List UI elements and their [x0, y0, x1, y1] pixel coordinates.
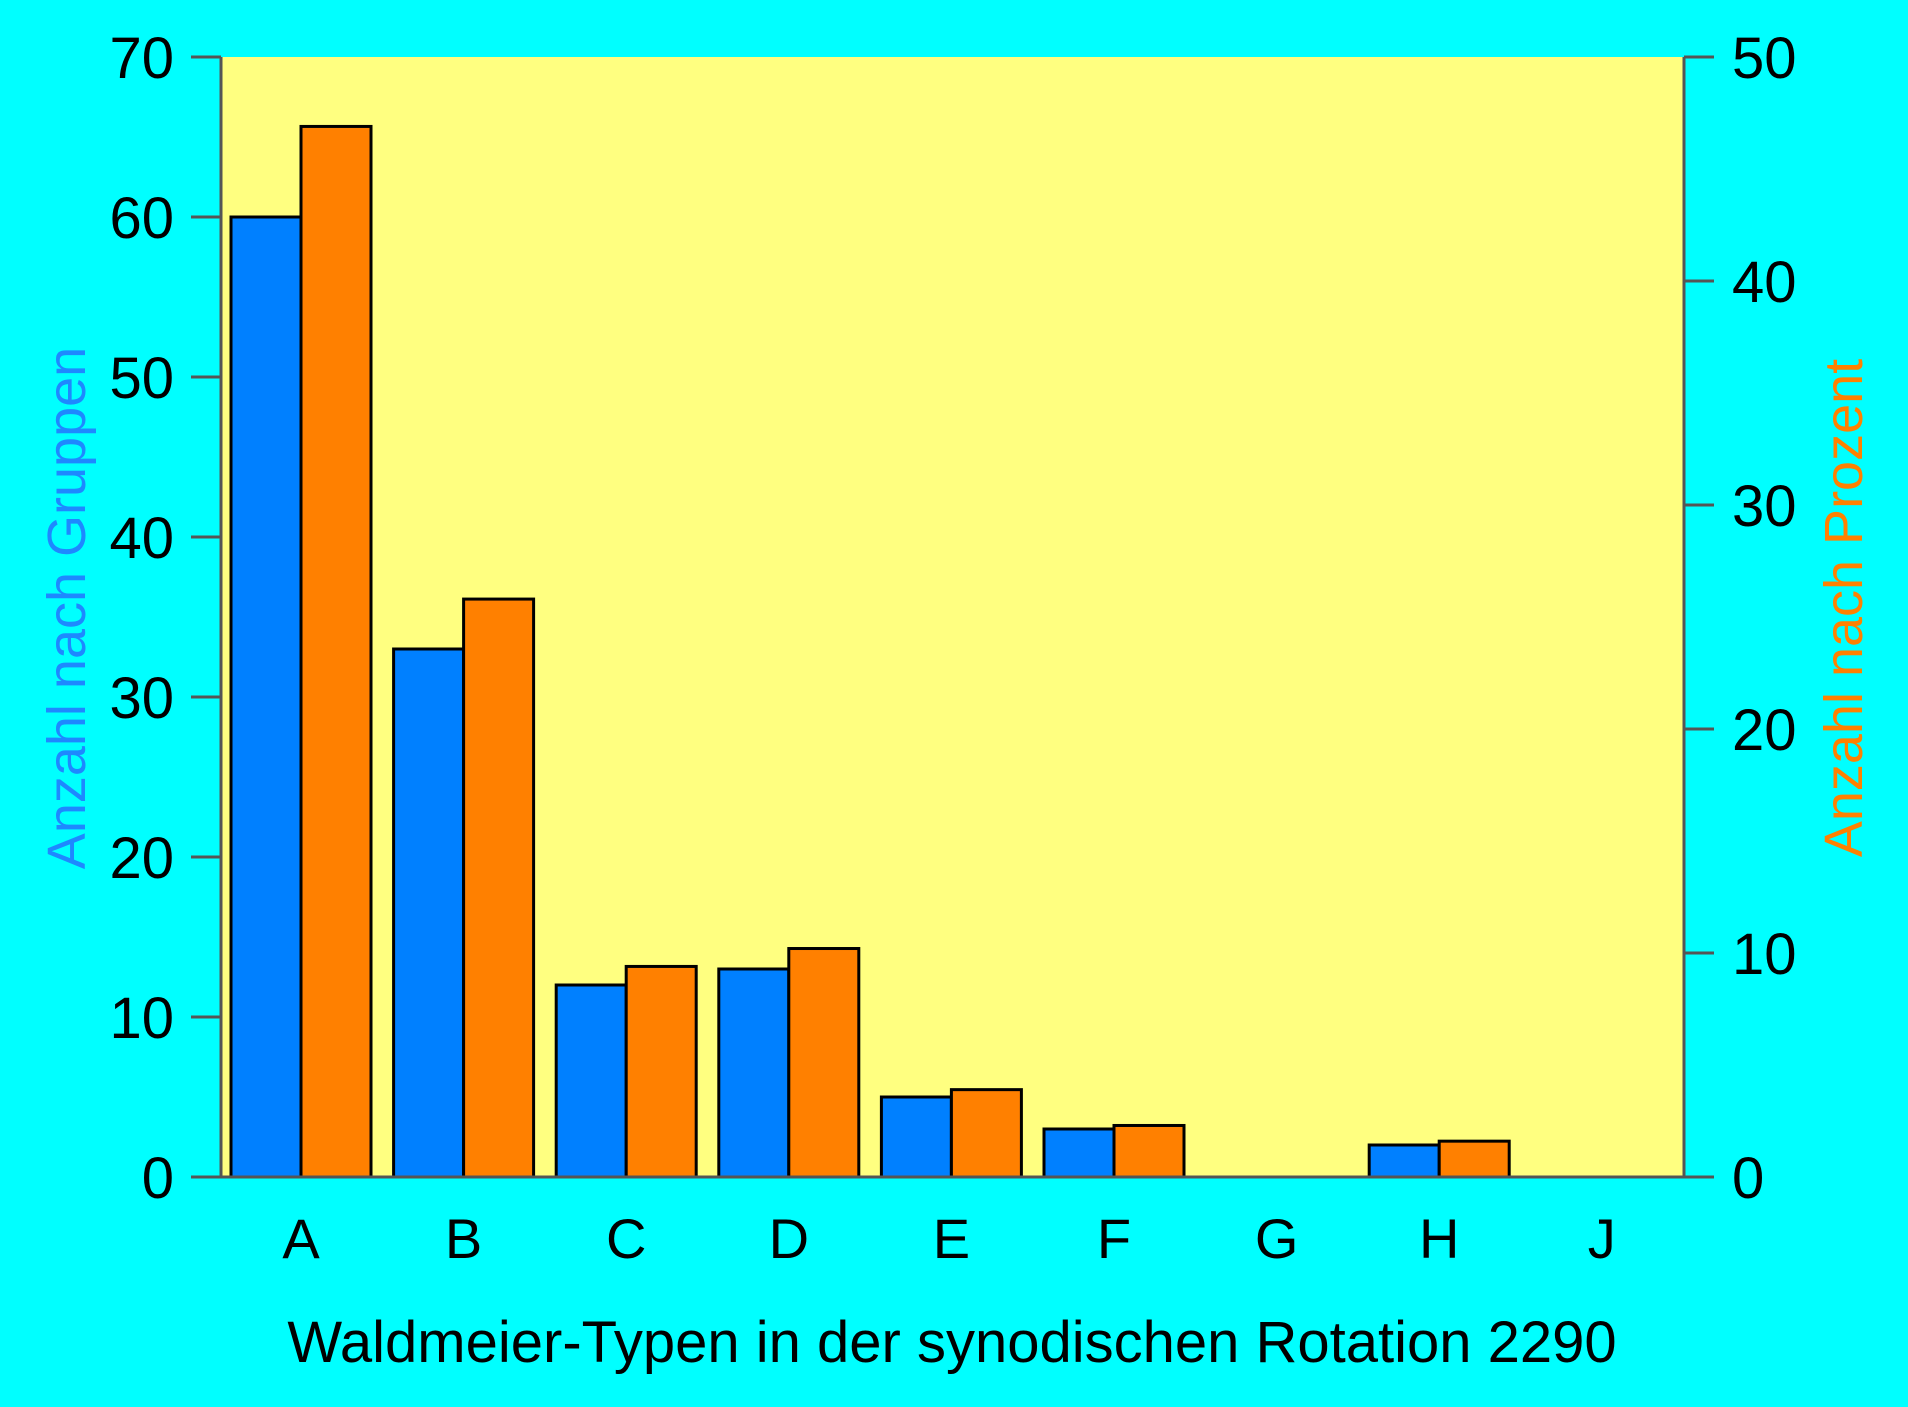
bar-percent-E	[949, 1088, 1023, 1179]
bar-percent-F	[1112, 1123, 1186, 1179]
bar-percent-B	[462, 597, 536, 1179]
x-tick-label: C	[606, 1207, 646, 1270]
bar-percent-A	[299, 124, 373, 1179]
x-tick-label: E	[933, 1207, 970, 1270]
bar-groups-E	[879, 1095, 953, 1179]
axes-group: 0 10 20 30 40 50 60 70 0 10 20 30 40 50	[109, 26, 1796, 1211]
x-axis-title: Waldmeier-Typen in der synodischen Rotat…	[287, 1310, 1616, 1375]
bar-groups-D	[717, 967, 791, 1179]
x-tick-label: J	[1588, 1207, 1616, 1270]
bar-percent-H	[1437, 1139, 1511, 1179]
x-tick-label: A	[282, 1207, 320, 1270]
x-tick-label: B	[445, 1207, 482, 1270]
x-tick-label: D	[769, 1207, 809, 1270]
bar-groups-H	[1367, 1143, 1441, 1179]
bar-groups-F	[1042, 1127, 1116, 1179]
bar-percent-C	[624, 964, 698, 1179]
x-tick-label: H	[1419, 1207, 1459, 1270]
y-axis-title-left: Anzahl nach Gruppen	[37, 347, 97, 869]
y-tick-label-left: 60	[109, 186, 174, 251]
y-tick-label-left: 10	[109, 986, 174, 1051]
bar-groups-B	[392, 647, 466, 1179]
y-tick-label-left: 50	[109, 346, 174, 411]
y-tick-label-right: 50	[1732, 26, 1797, 91]
y-tick-label-left: 20	[109, 826, 174, 891]
y-tick-label-right: 40	[1732, 250, 1797, 315]
bar-groups-C	[554, 983, 628, 1179]
bar-groups-A	[229, 215, 303, 1179]
y-tick-label-right: 0	[1732, 1146, 1764, 1211]
x-tick-label: G	[1255, 1207, 1299, 1270]
y-tick-label-left: 40	[109, 506, 174, 571]
y-tick-label-left: 70	[109, 26, 174, 91]
bars-group	[229, 124, 1511, 1179]
y-axis-title-right: Anzahl nach Prozent	[1814, 359, 1874, 857]
y-tick-label-left: 30	[109, 666, 174, 731]
y-tick-label-right: 30	[1732, 474, 1797, 539]
y-tick-label-left: 0	[142, 1146, 174, 1211]
y-tick-label-right: 20	[1732, 698, 1797, 763]
y-tick-label-right: 10	[1732, 922, 1797, 987]
x-tick-label: F	[1097, 1207, 1131, 1270]
bar-percent-D	[787, 947, 861, 1179]
